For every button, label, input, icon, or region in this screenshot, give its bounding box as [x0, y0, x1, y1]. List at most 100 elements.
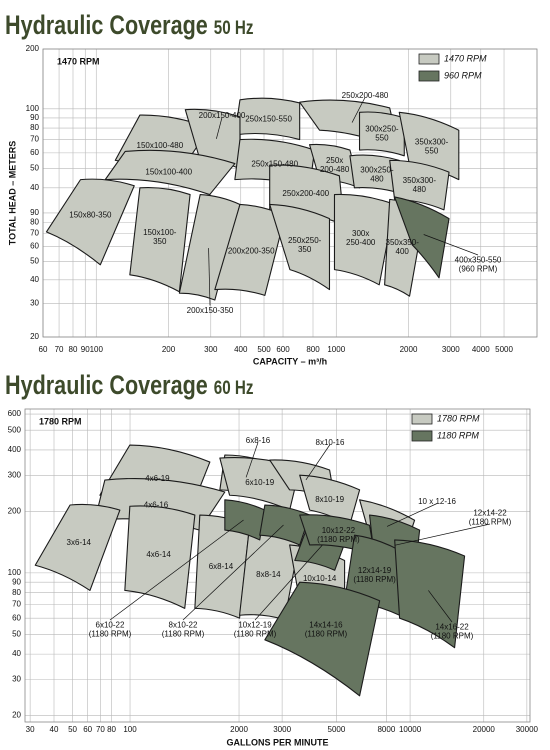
region-label: 8x10-19 — [315, 495, 344, 504]
region-label: 200x150-350 — [187, 306, 234, 315]
x-tick-label: 10000 — [399, 725, 422, 734]
coverage-region — [178, 194, 241, 301]
region-label: (1180 RPM) — [431, 632, 474, 641]
x-tick-label: 70 — [96, 725, 105, 734]
x-tick-label: 100 — [90, 345, 104, 354]
region-label: (1180 RPM) — [305, 629, 348, 638]
region-label: 200x200-350 — [228, 246, 275, 255]
region-label: 3x6-14 — [67, 538, 92, 547]
region-label: 300x250- — [365, 125, 399, 134]
region-label: 150x100-400 — [145, 167, 192, 176]
region-label: 250-400 — [346, 238, 376, 247]
x-axis-label: CAPACITY – m³/h — [253, 356, 327, 366]
region-label: 10 x 12-16 — [418, 497, 456, 506]
y-tick-label: 30 — [30, 299, 39, 308]
region-label: 14x16-22 — [435, 623, 469, 632]
x-tick-label: 80 — [69, 345, 78, 354]
y-tick-label: 300 — [8, 471, 22, 480]
region-label: 400x350-550 — [455, 256, 502, 265]
region-label: 300x250- — [360, 165, 394, 174]
region-label: 200x150-400 — [199, 111, 246, 120]
region-label: 6x10-22 — [96, 621, 125, 630]
legend-swatch — [411, 413, 433, 425]
leader-line — [394, 523, 491, 546]
y-tick-label: 60 — [30, 148, 39, 157]
region-label: 350 — [298, 245, 312, 254]
x-tick-label: 5000 — [328, 725, 346, 734]
coverage-region — [234, 97, 301, 141]
y-tick-label: 400 — [8, 445, 22, 454]
x-tick-label: 2000 — [400, 345, 418, 354]
region-label: 12x14-22 — [473, 509, 507, 518]
region-label: 200-480 — [320, 165, 350, 174]
y-tick-label: 50 — [30, 257, 39, 266]
region-label: 350x300- — [415, 137, 449, 146]
legend-label: 1780 RPM — [437, 413, 480, 423]
coverage-region — [333, 193, 396, 286]
coverage-region — [34, 503, 121, 592]
leader-line — [109, 519, 244, 621]
y-tick-label: 80 — [30, 123, 39, 132]
y-tick-label: 60 — [30, 241, 39, 250]
x-tick-label: 60 — [83, 725, 92, 734]
x-tick-label: 30000 — [516, 725, 539, 734]
y-tick-label: 40 — [30, 183, 39, 192]
region-label: 250x200-400 — [282, 189, 329, 198]
legend-swatch — [418, 53, 440, 65]
coverage-region — [194, 514, 251, 619]
y-tick-label: 90 — [30, 113, 39, 122]
coverage-region — [124, 505, 196, 609]
legend-label: 960 RPM — [444, 70, 482, 80]
y-tick-label: 90 — [12, 577, 21, 586]
region-label: (1180 RPM) — [317, 535, 360, 544]
region-label: 480 — [413, 185, 427, 194]
y-tick-label: 20 — [12, 711, 21, 720]
region-label: 550 — [425, 146, 439, 155]
region-label: 10x10-14 — [303, 574, 337, 583]
legend-swatch — [418, 70, 440, 82]
coverage-region — [394, 196, 450, 279]
region-label: 250x250- — [288, 236, 322, 245]
x-tick-label: 30 — [26, 725, 35, 734]
leader-line — [305, 444, 331, 481]
y-tick-label: 40 — [12, 649, 21, 658]
region-label: (1180 RPM) — [469, 518, 512, 527]
x-tick-label: 80 — [107, 725, 116, 734]
region-label: 150x100- — [143, 228, 177, 237]
region-label: 300x — [352, 229, 369, 238]
region-label: 350x350- — [386, 238, 420, 247]
x-tick-label: 1000 — [327, 345, 345, 354]
leader-line — [423, 234, 479, 256]
chart-title-suffix: 50 Hz — [214, 16, 254, 38]
chart-title: Hydraulic Coverage — [5, 11, 208, 41]
region-label: 150x100-480 — [137, 141, 184, 150]
x-tick-label: 2000 — [230, 725, 248, 734]
region-label: 4x6-16 — [144, 501, 169, 510]
x-tick-label: 90 — [81, 345, 90, 354]
region-label: (1180 RPM) — [353, 575, 396, 584]
subtitle: 1780 RPM — [39, 416, 82, 426]
region-label: 6x8-14 — [209, 562, 234, 571]
coverage-region — [259, 504, 311, 546]
chart-title: Hydraulic Coverage — [5, 371, 208, 401]
region-label: (1180 RPM) — [234, 630, 277, 639]
leader-line — [386, 503, 438, 527]
x-axis-label: GALLONS PER MINUTE — [226, 737, 328, 747]
plot-border — [42, 48, 538, 338]
y-tick-label: 70 — [12, 600, 21, 609]
leader-line — [245, 442, 259, 478]
y-axis-label: TOTAL HEAD – METERS — [7, 141, 17, 246]
y-tick-label: 70 — [30, 229, 39, 238]
coverage-region — [264, 581, 381, 697]
region-label: 350 — [153, 237, 167, 246]
region-label: 480 — [370, 174, 384, 183]
region-label: 550 — [375, 134, 389, 143]
region-label: 8x10-16 — [316, 438, 345, 447]
x-tick-label: 3000 — [273, 725, 291, 734]
region-label: 8x8-14 — [256, 570, 281, 579]
y-tick-label: 30 — [12, 675, 21, 684]
region-label: 250x200-480 — [342, 91, 389, 100]
x-tick-label: 4000 — [472, 345, 490, 354]
